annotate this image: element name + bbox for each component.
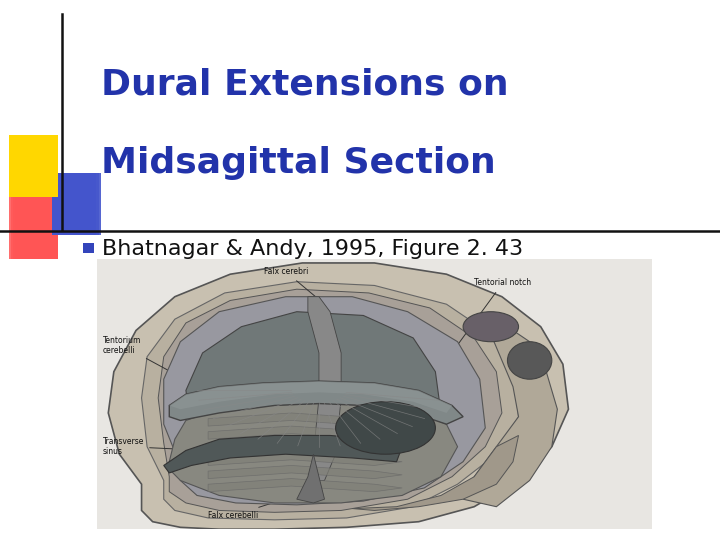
Polygon shape [169,381,452,413]
Bar [52,173,88,235]
Polygon shape [208,453,402,465]
Polygon shape [186,312,441,484]
Polygon shape [97,259,652,529]
Text: Falx cerebri: Falx cerebri [264,267,323,302]
Polygon shape [208,413,402,426]
Polygon shape [208,439,402,453]
Polygon shape [142,282,518,520]
Polygon shape [169,403,458,503]
Text: Tentorial notch: Tentorial notch [431,279,531,381]
Bar [24,197,58,259]
Text: Transverse
sinus: Transverse sinus [103,437,205,456]
Bar [9,135,58,197]
Bar [52,173,99,235]
Bar [15,197,58,259]
Bar [83,243,94,253]
Bar [52,173,96,235]
Polygon shape [463,323,557,507]
Bar [11,197,58,259]
Polygon shape [163,296,485,505]
Bar [52,173,94,235]
Bar [52,173,86,235]
Bar [19,197,58,259]
Bar [13,197,58,259]
Text: Bhatnagar & Andy, 1995, Figure 2. 43: Bhatnagar & Andy, 1995, Figure 2. 43 [102,239,523,259]
Ellipse shape [463,312,518,342]
Ellipse shape [336,402,436,454]
Polygon shape [163,435,402,473]
Text: Midsagittal Section: Midsagittal Section [101,146,495,180]
Polygon shape [208,465,402,478]
Bar [52,173,92,235]
Bar [52,173,101,235]
Bar [52,173,90,235]
Text: Falx cerebelli: Falx cerebelli [208,492,305,520]
Polygon shape [308,296,341,481]
Polygon shape [208,426,402,439]
Polygon shape [158,289,502,512]
Polygon shape [108,263,569,529]
Bar [17,197,58,259]
Bar [22,197,58,259]
Polygon shape [297,454,325,503]
Text: Dural Extensions on: Dural Extensions on [101,68,508,102]
Polygon shape [169,381,463,424]
Bar [9,197,58,259]
Polygon shape [208,478,402,492]
Text: Tentorium
cerebelli: Tentorium cerebelli [103,335,217,396]
Polygon shape [352,435,518,510]
Ellipse shape [508,342,552,379]
